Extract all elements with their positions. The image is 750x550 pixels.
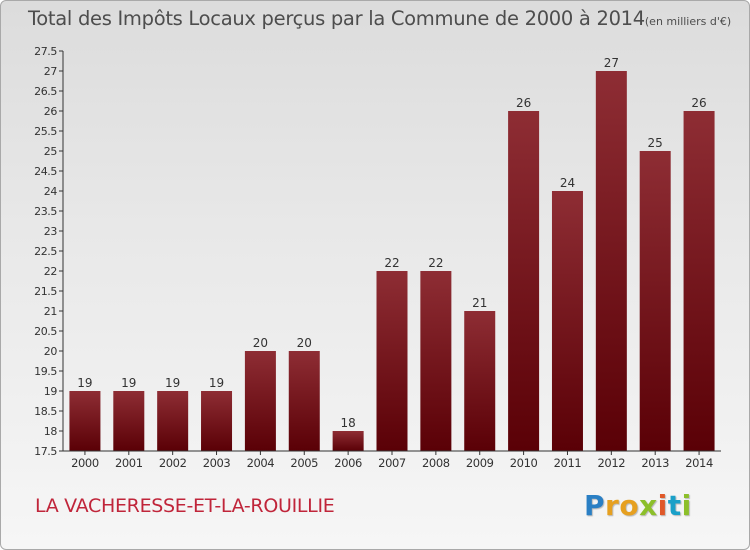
bar-2001 xyxy=(113,391,144,451)
bar-2010 xyxy=(508,111,539,451)
bar-value-label: 26 xyxy=(691,96,706,110)
x-tick-label: 2012 xyxy=(597,456,625,470)
bar-2008 xyxy=(420,271,451,451)
bar-value-label: 24 xyxy=(560,176,575,190)
y-tick-label: 26.5 xyxy=(34,85,57,98)
bar-2006 xyxy=(333,431,364,451)
bar-value-label: 27 xyxy=(604,56,619,70)
x-tick-label: 2001 xyxy=(115,456,143,470)
y-tick-label: 26 xyxy=(44,105,58,118)
y-tick-label: 23.5 xyxy=(34,205,57,218)
bar-value-label: 20 xyxy=(297,336,312,350)
x-tick-label: 2007 xyxy=(378,456,406,470)
bar-value-label: 18 xyxy=(340,416,355,430)
bar-2012 xyxy=(596,71,627,451)
logo-letter: o xyxy=(619,489,639,522)
x-axis: 2000 2001 2002 2003 2004 2005 2006 2007 2008 2009… xyxy=(63,451,721,470)
x-tick-label: 2004 xyxy=(247,456,275,470)
logo-letter: P xyxy=(584,489,605,522)
bar-2013 xyxy=(640,151,671,451)
logo-letter: x xyxy=(639,489,658,522)
y-tick-label: 21.5 xyxy=(34,285,57,298)
bar-2005 xyxy=(289,351,320,451)
x-tick-label: 2005 xyxy=(290,456,318,470)
x-tick-label: 2014 xyxy=(685,456,713,470)
bar-value-label: 22 xyxy=(384,256,399,270)
bar-value-label: 19 xyxy=(77,376,92,390)
bar-2004 xyxy=(245,351,276,451)
bar-value-label: 19 xyxy=(121,376,136,390)
logo-letter: i xyxy=(658,489,668,522)
bar-value-label: 20 xyxy=(253,336,268,350)
x-tick-label: 2010 xyxy=(510,456,538,470)
bar-2014 xyxy=(684,111,715,451)
x-tick-label: 2006 xyxy=(334,456,362,470)
y-tick-label: 22.5 xyxy=(34,245,57,258)
bars: 19 19 19 19 20 20 18 22 22 21 26 24 27 25 26 xyxy=(69,56,714,451)
x-tick-label: 2011 xyxy=(554,456,582,470)
y-tick-label: 20 xyxy=(44,345,58,358)
bar-value-label: 22 xyxy=(428,256,443,270)
x-tick-label: 2000 xyxy=(71,456,99,470)
logo-letter: t xyxy=(668,489,682,522)
bar-2000 xyxy=(69,391,100,451)
x-tick-label: 2008 xyxy=(422,456,450,470)
y-tick-label: 19 xyxy=(44,385,58,398)
bar-value-label: 26 xyxy=(516,96,531,110)
x-tick-label: 2003 xyxy=(203,456,231,470)
y-tick-label: 25 xyxy=(44,145,58,158)
y-tick-label: 25.5 xyxy=(34,125,57,138)
y-tick-label: 19.5 xyxy=(34,365,57,378)
bar-2009 xyxy=(464,311,495,451)
y-axis: 17.5 18 18.5 19 19.5 20 20.5 21 21.5 22 22.5 23 23.5… xyxy=(34,45,63,458)
y-tick-label: 17.5 xyxy=(34,445,57,458)
commune-name: LA VACHERESSE-ET-LA-ROUILLIE xyxy=(35,495,334,517)
proxiti-logo: Proxiti xyxy=(584,489,692,522)
y-tick-label: 22 xyxy=(44,265,57,278)
y-tick-label: 20.5 xyxy=(34,325,57,338)
chart-frame: Total des Impôts Locaux perçus par la Co… xyxy=(0,0,750,550)
bar-2003 xyxy=(201,391,232,451)
bar-value-label: 19 xyxy=(165,376,180,390)
x-tick-label: 2002 xyxy=(159,456,187,470)
x-tick-label: 2013 xyxy=(641,456,669,470)
logo-letter: i xyxy=(682,489,692,522)
y-tick-label: 18.5 xyxy=(34,405,57,418)
bar-value-label: 25 xyxy=(648,136,663,150)
y-tick-label: 24 xyxy=(44,185,58,198)
y-tick-label: 27 xyxy=(44,65,58,78)
y-tick-label: 23 xyxy=(44,225,58,238)
y-tick-label: 24.5 xyxy=(34,165,57,178)
y-tick-label: 27.5 xyxy=(34,45,57,58)
bar-chart: 17.5 18 18.5 19 19.5 20 20.5 21 21.5 22 22.5 23 23.5… xyxy=(1,1,750,550)
y-tick-label: 21 xyxy=(44,305,57,318)
bar-2011 xyxy=(552,191,583,451)
bar-value-label: 19 xyxy=(209,376,224,390)
x-tick-label: 2009 xyxy=(466,456,494,470)
bar-value-label: 21 xyxy=(472,296,487,310)
y-tick-label: 18 xyxy=(44,425,58,438)
logo-letter: r xyxy=(605,489,619,522)
bar-2002 xyxy=(157,391,188,451)
bar-2007 xyxy=(377,271,408,451)
